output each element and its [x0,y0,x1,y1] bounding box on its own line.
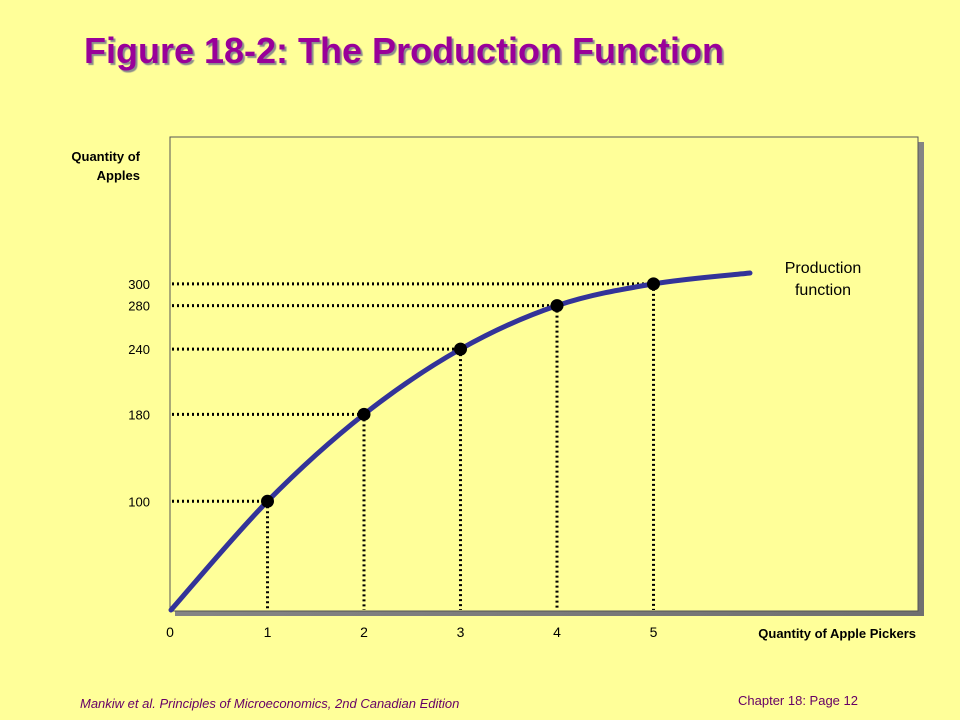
y-axis-label-line2: Apples [96,168,140,183]
x-tick-label: 4 [553,624,561,640]
x-tick-labels: 0 1 2 3 4 5 [166,624,658,640]
x-tick-label: 3 [457,624,465,640]
curve-label-line2: function [794,282,852,299]
x-tick-label: 1 [264,624,272,640]
data-point [261,494,274,508]
x-axis-label: Quantity of Apple Pickers [758,626,916,641]
x-tick-label: 5 [650,624,658,640]
x-tick-label: 2 [360,624,368,640]
data-point [357,407,371,421]
curve-label-line1: Production [784,260,862,277]
x-tick-label: 0 [166,624,174,640]
y-tick-label: 280 [128,299,150,314]
data-point [550,299,564,313]
y-axis-label-line1: Quantity of [71,149,140,164]
data-point [647,277,660,291]
y-tick-label: 100 [128,494,150,509]
y-tick-labels: 100 180 240 280 300 [128,277,150,509]
curve-label: Production function [760,258,886,302]
slide-title: Figure 18-2: The Production Function [84,30,725,71]
y-tick-label: 240 [128,342,150,357]
data-points [261,277,660,508]
plot-frame [169,136,919,612]
data-point [454,342,467,356]
y-tick-label: 300 [128,277,150,292]
footer-citation: Mankiw et al. Principles of Microeconomi… [80,696,460,711]
guide-lines [172,282,655,610]
footer-page: Chapter 18: Page 12 [738,693,858,708]
y-tick-label: 180 [128,407,150,422]
y-axis-label: Quantity of Apples [40,147,140,185]
